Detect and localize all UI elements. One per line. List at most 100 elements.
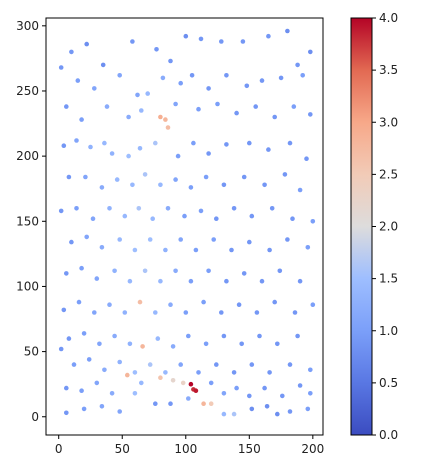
scatter-point xyxy=(277,268,283,274)
scatter-point xyxy=(224,73,229,78)
colorbar-tick-label: 2.5 xyxy=(379,167,398,181)
scatter-point xyxy=(126,114,131,120)
scatter-point xyxy=(126,153,131,159)
scatter-point xyxy=(117,237,122,242)
y-tick-label: 300 xyxy=(16,19,39,33)
scatter-point xyxy=(193,388,199,394)
scatter-point xyxy=(130,182,135,188)
scatter-point xyxy=(83,174,88,180)
scatter-point xyxy=(153,310,158,315)
scatter-point xyxy=(104,104,110,109)
scatter-point xyxy=(253,104,258,109)
scatter-point xyxy=(76,299,82,305)
scatter-point xyxy=(206,268,211,274)
y-tick-label: 150 xyxy=(16,214,39,228)
scatter-point xyxy=(69,49,74,55)
y-tick-label: 250 xyxy=(16,84,39,98)
scatter-point xyxy=(75,78,81,83)
scatter-point xyxy=(310,302,316,308)
scatter-point xyxy=(122,310,128,315)
scatter-point xyxy=(81,331,87,336)
scatter-point xyxy=(275,411,280,417)
scatter-point xyxy=(310,219,316,224)
scatter-point xyxy=(100,62,106,68)
scatter-point xyxy=(109,151,115,156)
scatter-point xyxy=(136,206,142,211)
scatter-point xyxy=(203,341,209,347)
scatter-point xyxy=(74,138,79,143)
scatter-point xyxy=(127,341,133,347)
scatter-point xyxy=(308,49,313,55)
scatter-point xyxy=(308,367,313,373)
scatter-point xyxy=(297,187,303,193)
scatter-point xyxy=(154,47,159,52)
scatter-point xyxy=(247,239,252,245)
scatter-point xyxy=(249,362,255,367)
y-tick-label: 200 xyxy=(16,149,39,163)
y-axis: 0 50 100 150 200 250 300 xyxy=(16,19,46,424)
scatter-point xyxy=(221,182,227,188)
scatter-point xyxy=(81,406,87,412)
scatter-point xyxy=(221,333,227,339)
scatter-point xyxy=(125,372,130,378)
scatter-point xyxy=(66,336,72,341)
scatter-point xyxy=(163,247,168,253)
colorbar-tick-label: 1.5 xyxy=(379,272,398,286)
scatter-point xyxy=(168,58,173,64)
scatter-point xyxy=(198,208,204,214)
scatter-point xyxy=(88,144,93,150)
scatter-point xyxy=(291,104,297,109)
scatter-point xyxy=(178,362,183,367)
scatter-point xyxy=(160,75,166,81)
scatter-point xyxy=(231,370,237,375)
scatter-point xyxy=(295,62,300,68)
scatter-point xyxy=(198,36,204,42)
scatter-point xyxy=(297,383,303,388)
scatter-point xyxy=(170,378,176,383)
scatter-point xyxy=(84,41,89,47)
scatter-point xyxy=(269,206,275,211)
colorbar-tick-label: 0.0 xyxy=(379,428,398,442)
scatter-point xyxy=(219,310,224,315)
scatter-point xyxy=(215,101,220,107)
scatter-point xyxy=(280,393,285,399)
scatter-point xyxy=(155,336,161,341)
scatter-point xyxy=(224,278,229,284)
scatter-point xyxy=(308,112,313,117)
scatter-point xyxy=(178,237,183,242)
scatter-point xyxy=(79,265,84,271)
scatter-point xyxy=(58,65,64,70)
colorbar-tick-label: 3.5 xyxy=(379,63,398,77)
scatter-point xyxy=(84,234,89,240)
colorbar-tick-label: 4.0 xyxy=(379,11,398,25)
scatter-point xyxy=(109,391,115,396)
scatter-point xyxy=(153,140,158,146)
colorbar-tick-label: 0.5 xyxy=(379,376,398,390)
scatter-point xyxy=(64,271,69,276)
scatter-point xyxy=(295,333,300,339)
scatter-point xyxy=(142,172,148,177)
scatter-point xyxy=(287,409,293,414)
colorbar xyxy=(350,17,373,436)
scatter-point xyxy=(221,411,227,417)
scatter-point xyxy=(188,381,194,387)
scatter-point xyxy=(191,140,196,146)
scatter-point xyxy=(206,86,211,91)
scatter-point xyxy=(127,278,133,284)
scatter-point xyxy=(97,341,102,347)
scatter-point xyxy=(249,406,255,412)
scatter-point xyxy=(66,174,72,180)
scatter-point xyxy=(142,268,148,274)
scatter-point xyxy=(158,278,163,284)
scatter-point xyxy=(173,268,178,274)
scatter-point xyxy=(145,91,150,96)
scatter-point xyxy=(132,391,138,396)
scatter-point xyxy=(236,302,242,308)
scatter-point xyxy=(94,276,100,281)
scatter-point xyxy=(94,380,100,386)
scatter-point xyxy=(117,409,122,414)
scatter-point xyxy=(139,108,144,113)
scatter-point xyxy=(186,396,191,401)
scatter-point xyxy=(208,380,214,386)
